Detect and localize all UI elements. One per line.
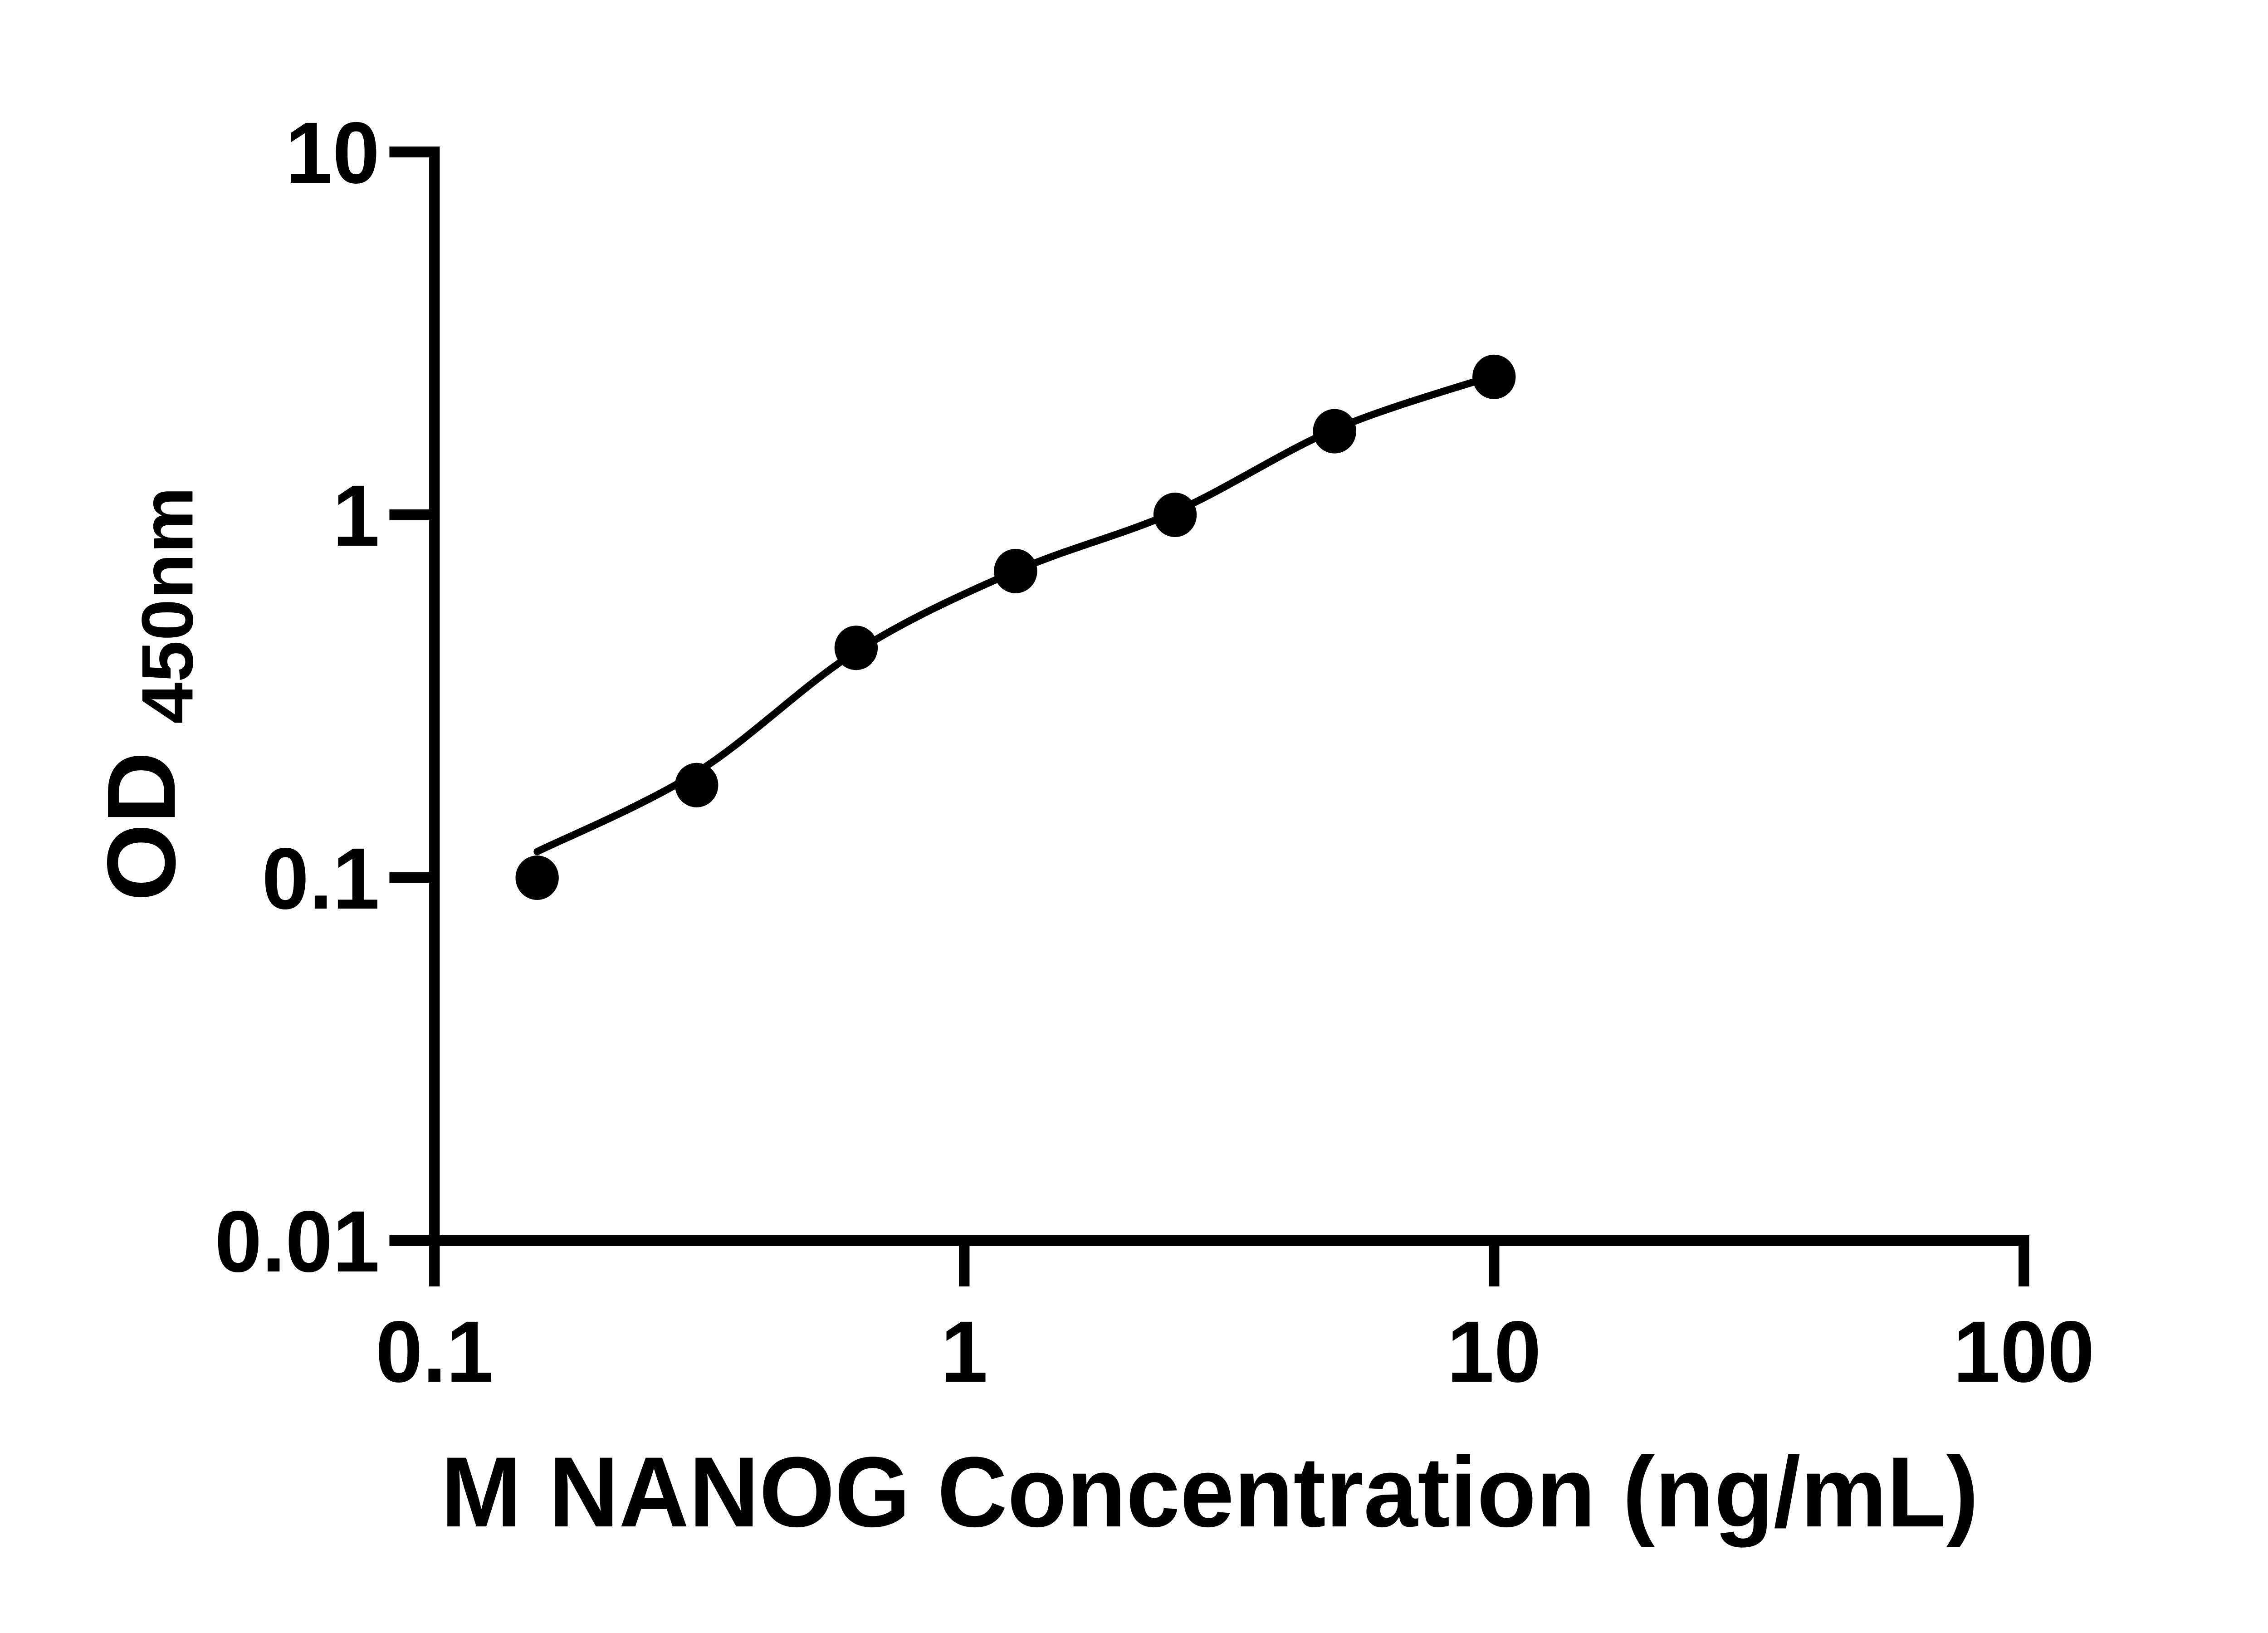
x-axis-title: M NANOG Concentration (ng/mL) xyxy=(441,1436,1979,1548)
x-tick-label: 100 xyxy=(1953,1303,2095,1401)
y-tick-label: 0.01 xyxy=(215,1193,380,1291)
y-tick-label: 0.1 xyxy=(262,830,380,928)
data-point xyxy=(515,856,559,900)
plot-layer xyxy=(515,354,1516,900)
y-tick-label: 1 xyxy=(332,467,380,565)
data-point xyxy=(994,548,1037,593)
od-label: OD xyxy=(87,752,196,901)
y-tick-label: 10 xyxy=(285,104,380,202)
x-tick-label: 0.1 xyxy=(376,1303,494,1401)
x-tick-label: 1 xyxy=(941,1303,988,1401)
x-tick-label: 10 xyxy=(1447,1303,1541,1401)
y-axis-title: OD 450nm xyxy=(87,487,208,901)
data-point xyxy=(1472,354,1516,399)
data-point xyxy=(675,763,719,807)
data-point xyxy=(834,626,878,670)
data-point xyxy=(1313,409,1356,454)
od-subscript: 450nm xyxy=(127,487,208,724)
data-point xyxy=(1153,493,1197,537)
